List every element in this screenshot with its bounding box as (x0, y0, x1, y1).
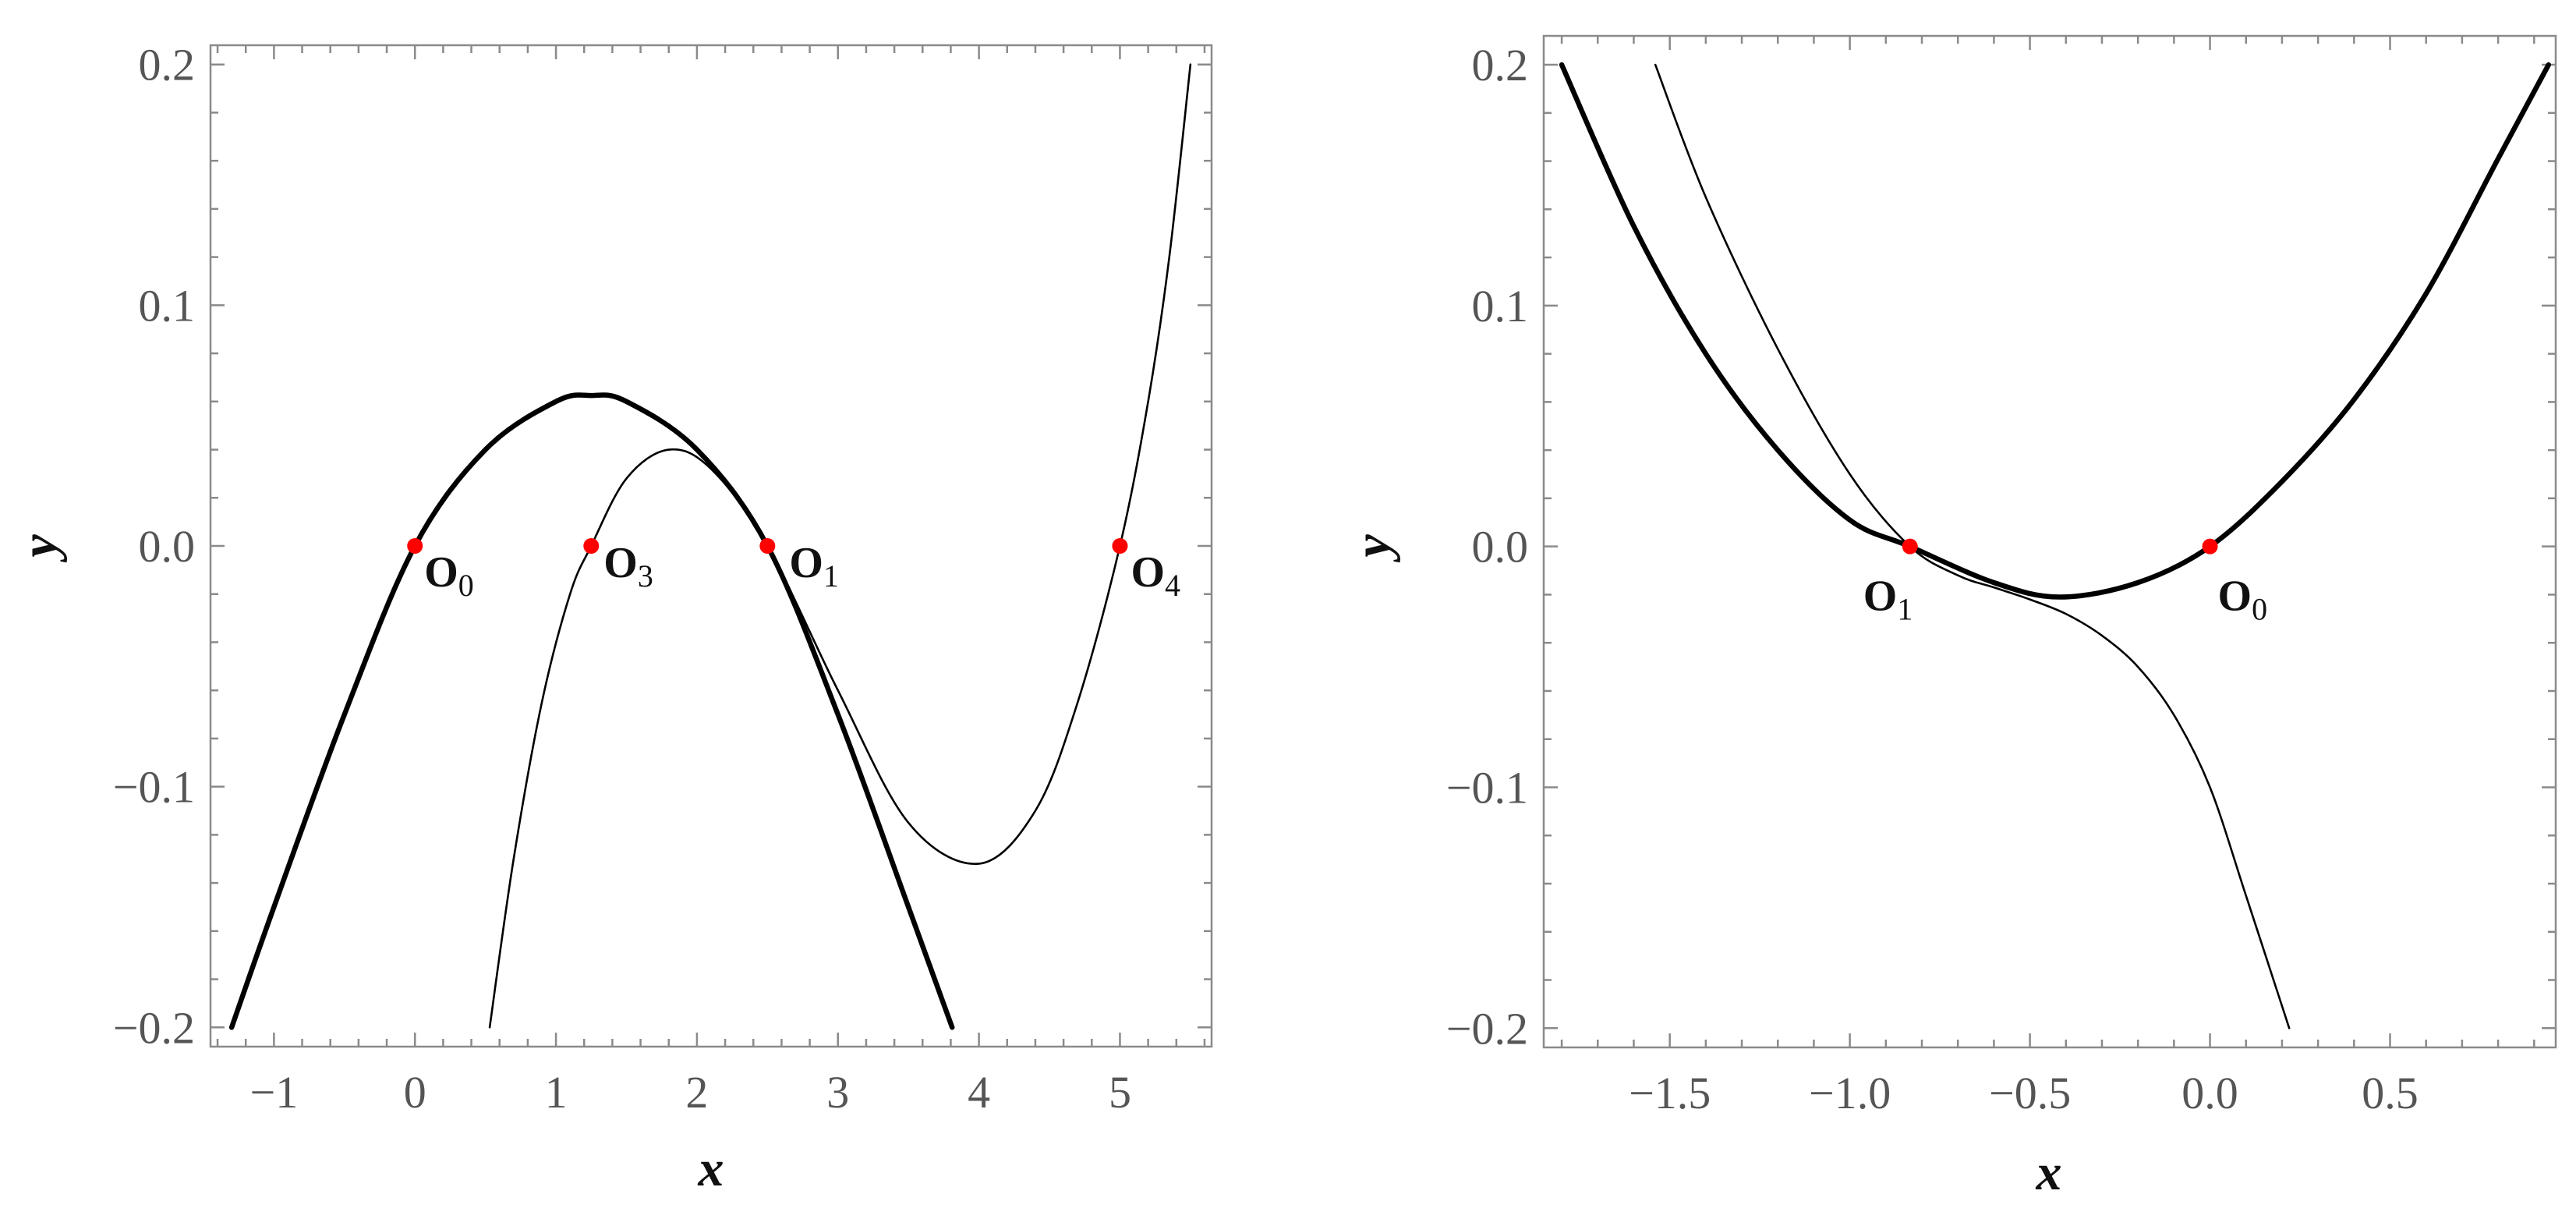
y-tick-label: 0.2 (1472, 40, 1529, 90)
equilibrium-point-label: O3 (603, 539, 653, 594)
equilibrium-point-label: O4 (1131, 548, 1180, 603)
equilibrium-point (2202, 538, 2218, 555)
y-tick-label: 0.1 (1472, 281, 1529, 331)
thin-curve-series (488, 63, 1192, 1029)
y-tick-label: −0.1 (113, 762, 195, 813)
x-tick-label: 1 (545, 1067, 568, 1118)
plot-frame (1542, 34, 2557, 1049)
equilibrium-point-label: O0 (424, 548, 474, 603)
x-axis-label: x (2036, 1144, 2062, 1201)
y-tick-label: −0.1 (1446, 762, 1528, 813)
equilibrium-point (407, 538, 423, 554)
y-tick-label: 0.0 (139, 521, 196, 572)
x-tick-label: 5 (1109, 1067, 1131, 1118)
x-tick-label: 3 (826, 1067, 849, 1118)
x-tick-label: 2 (685, 1067, 708, 1118)
y-axis-label: y (11, 534, 68, 563)
x-axis-label: x (698, 1140, 724, 1197)
y-axis-label: y (1344, 534, 1401, 563)
y-tick-label: 0.1 (139, 280, 196, 331)
x-tick-label: −0.5 (1989, 1068, 2071, 1118)
x-tick-label: −1.0 (1809, 1068, 1891, 1118)
equilibrium-point (1902, 538, 1918, 555)
x-tick-label: 4 (968, 1067, 990, 1118)
y-tick-label: −0.2 (1446, 1003, 1528, 1054)
equilibrium-point-label: O1 (1863, 572, 1913, 627)
left-plot-panel: −1 0 1 2 3 4 5 −0.2 −0.1 0.0 0.1 0.2 x y O0 O3 O1 O4 (11, 40, 1213, 1197)
equilibrium-point-label: O0 (2218, 572, 2268, 627)
x-tick-label: 0 (404, 1067, 426, 1118)
right-plot-panel: −1.5 −1.0 −0.5 0.0 0.5 −0.2 −0.1 0.0 0.1 0.2 x y O1 O… (1344, 34, 2557, 1201)
equilibrium-point (583, 538, 600, 554)
y-tick-label: 0.0 (1472, 522, 1529, 572)
thick-curve-series (228, 392, 955, 1030)
equilibrium-point-label: O1 (789, 539, 839, 594)
x-tick-label: 0.0 (2181, 1068, 2238, 1118)
equilibrium-point (759, 538, 776, 554)
y-tick-label: −0.2 (113, 1002, 195, 1053)
x-tick-label: 0.5 (2362, 1068, 2419, 1118)
thin-curve-series (1654, 63, 2291, 1029)
x-tick-label: −1 (250, 1067, 299, 1118)
equilibrium-point (1112, 538, 1128, 554)
x-tick-label: −1.5 (1629, 1068, 1711, 1118)
y-tick-label: 0.2 (139, 40, 196, 90)
plot-frame (209, 44, 1213, 1048)
thick-curve-series (1559, 62, 2552, 600)
